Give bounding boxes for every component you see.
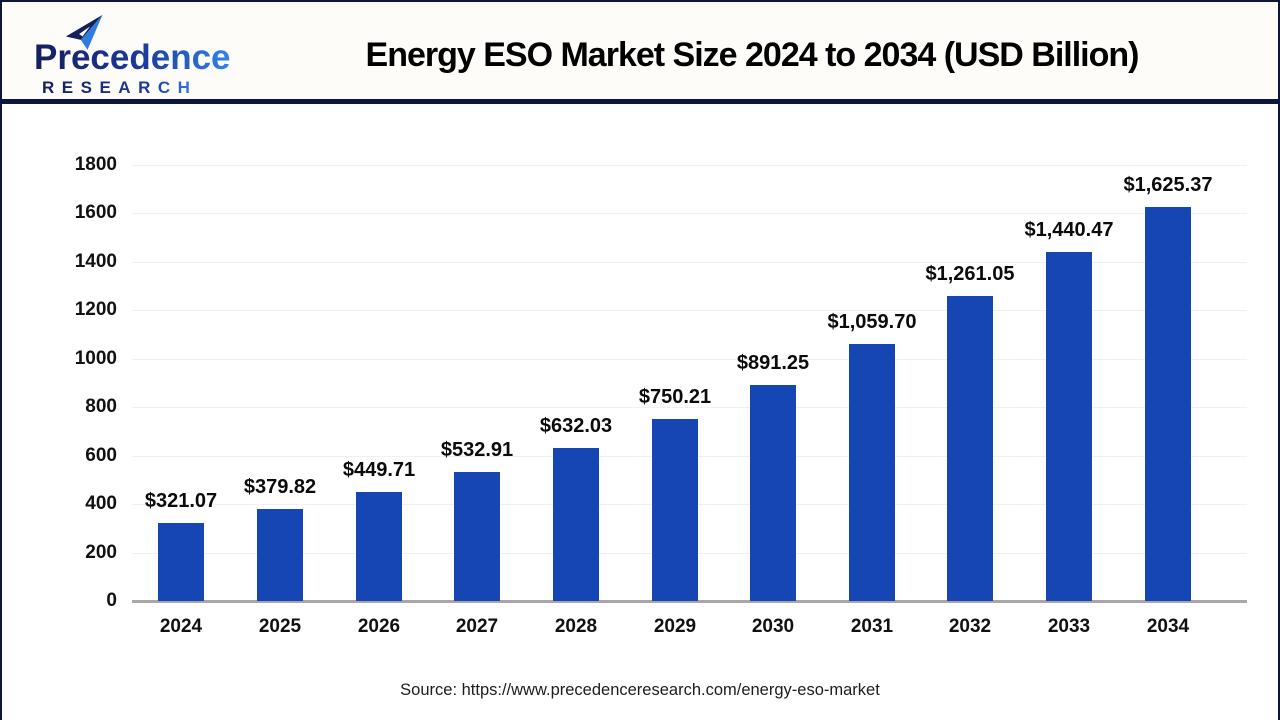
logo-subtitle: RESEARCH — [42, 78, 198, 97]
y-tick-label-1800: 1800 — [74, 154, 117, 175]
bar-value-label-2025: $379.82 — [243, 476, 317, 498]
paper-plane-logo-icon — [65, 14, 103, 50]
x-tick-label-2024: 2024 — [159, 616, 203, 637]
gridline-1800 — [132, 165, 1247, 166]
bar-value-label-2027: $532.91 — [440, 439, 514, 461]
gridline-1600 — [132, 213, 1247, 214]
y-tick-label-1000: 1000 — [74, 348, 117, 369]
gridline-1400 — [132, 262, 1247, 263]
bar-2031 — [849, 344, 895, 601]
x-tick-label-2025: 2025 — [258, 616, 302, 637]
bar-value-label-2029: $750.21 — [638, 386, 712, 408]
y-tick-label-1200: 1200 — [74, 299, 117, 320]
bar-2033 — [1046, 252, 1092, 601]
bar-value-label-2024: $321.07 — [144, 490, 218, 512]
x-tick-label-2032: 2032 — [948, 616, 992, 637]
y-tick-label-400: 400 — [85, 493, 117, 514]
header: Precedence RESEARCH Energy ESO Market Si… — [2, 2, 1278, 104]
precedence-research-logo: Precedence RESEARCH — [20, 12, 250, 97]
bar-value-label-2026: $449.71 — [342, 459, 416, 481]
y-tick-label-600: 600 — [85, 445, 117, 466]
gridline-1000 — [132, 359, 1247, 360]
y-tick-label-1600: 1600 — [74, 202, 117, 223]
bar-2029 — [652, 419, 698, 601]
bar-2034 — [1145, 207, 1191, 601]
bar-value-label-2030: $891.25 — [736, 352, 810, 374]
x-tick-label-2031: 2031 — [850, 616, 894, 637]
x-tick-label-2029: 2029 — [653, 616, 697, 637]
x-tick-label-2033: 2033 — [1047, 616, 1091, 637]
bar-value-label-2033: $1,440.47 — [1024, 219, 1114, 241]
x-tick-label-2028: 2028 — [554, 616, 598, 637]
source-attribution: Source: https://www.precedenceresearch.c… — [400, 681, 880, 699]
bar-value-label-2028: $632.03 — [539, 415, 613, 437]
gridline-1200 — [132, 310, 1247, 311]
x-axis-line — [132, 600, 1247, 603]
y-tick-label-800: 800 — [85, 396, 117, 417]
x-tick-label-2026: 2026 — [357, 616, 401, 637]
bar-2030 — [750, 385, 796, 601]
bar-2028 — [553, 448, 599, 601]
gridline-800 — [132, 407, 1247, 408]
y-tick-label-1400: 1400 — [74, 251, 117, 272]
x-tick-label-2034: 2034 — [1146, 616, 1190, 637]
chart-title: Energy ESO Market Size 2024 to 2034 (USD… — [365, 36, 1140, 74]
x-tick-label-2027: 2027 — [455, 616, 499, 637]
bar-2027 — [454, 472, 500, 601]
logo-wordmark: Precedence — [34, 38, 231, 77]
bar-value-label-2031: $1,059.70 — [827, 311, 917, 333]
y-tick-label-200: 200 — [85, 542, 117, 563]
bar-2026 — [356, 492, 402, 601]
x-tick-label-2030: 2030 — [751, 616, 795, 637]
bar-value-label-2034: $1,625.37 — [1123, 174, 1213, 196]
y-tick-label-0: 0 — [106, 590, 117, 611]
bar-2024 — [158, 523, 204, 601]
bar-2032 — [947, 296, 993, 601]
bar-2025 — [257, 509, 303, 601]
bar-value-label-2032: $1,261.05 — [925, 263, 1015, 285]
